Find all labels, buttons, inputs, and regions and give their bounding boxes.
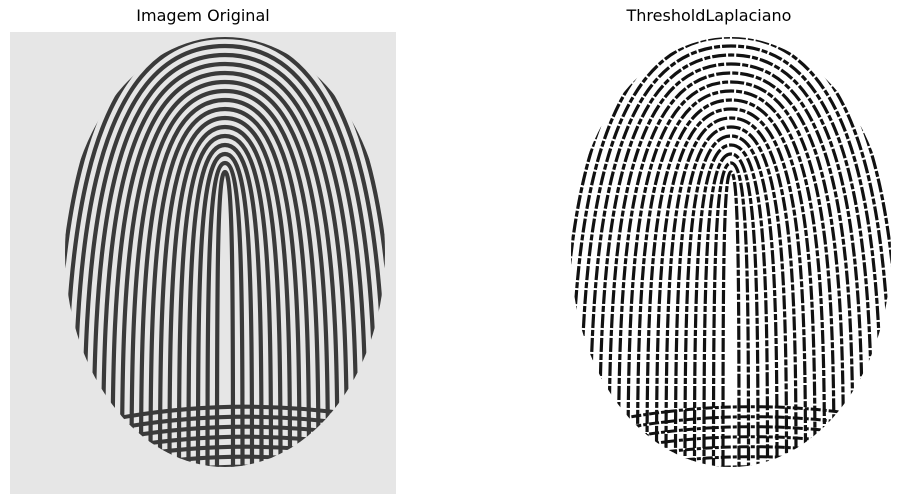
fingerprint-grayscale-icon [10, 32, 396, 494]
fingerprint-threshold-icon [516, 32, 902, 494]
original-image-panel: Imagem Original [10, 0, 396, 504]
original-image-title: Imagem Original [136, 6, 270, 25]
threshold-image-title: ThresholdLaplaciano [626, 6, 792, 25]
threshold-image-panel: ThresholdLaplaciano [516, 0, 902, 504]
